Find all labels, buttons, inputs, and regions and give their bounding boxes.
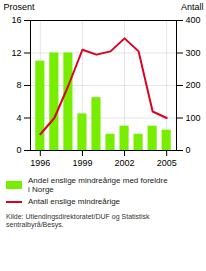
svg-text:2005: 2005 (157, 158, 177, 168)
svg-text:300: 300 (186, 48, 201, 58)
html-text:Andel enslige mindreårige med: Andel enslige mindreårige med foreldre i… (28, 176, 168, 195)
svg-text:1996: 1996 (30, 158, 50, 168)
svg-text:12: 12 (11, 48, 21, 58)
html-text:Antall enslige mindreårige: Antall enslige mindreårige (28, 197, 121, 207)
svg-text:0: 0 (186, 145, 191, 155)
svg-text:200: 200 (186, 80, 201, 90)
svg-text:1999: 1999 (72, 158, 92, 168)
svg-text:Antall: Antall (181, 2, 204, 12)
svg-text:0: 0 (16, 145, 21, 155)
svg-text:Prosent: Prosent (4, 2, 36, 12)
svg-text:4: 4 (16, 113, 21, 123)
svg-text:400: 400 (186, 15, 201, 25)
svg-text:8: 8 (16, 80, 21, 90)
svg-text:100: 100 (186, 113, 201, 123)
html-text:Kilde: Utlendingsdirektoratet/: Kilde: Utlendingsdirektoratet/DUF og Sta… (6, 212, 150, 228)
svg-text:2002: 2002 (115, 158, 135, 168)
svg-text:16: 16 (11, 15, 21, 25)
